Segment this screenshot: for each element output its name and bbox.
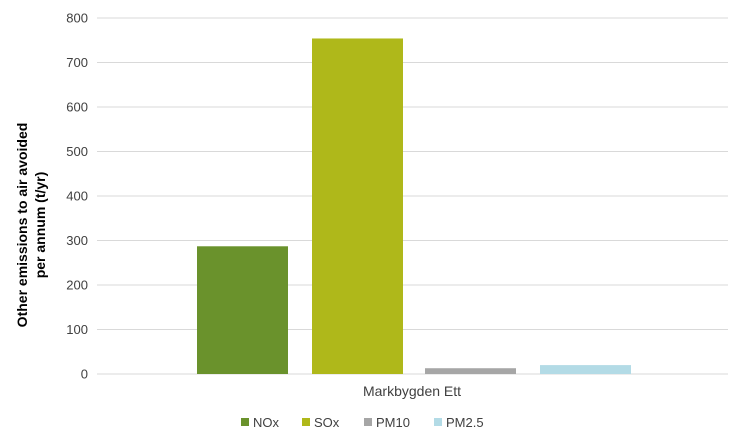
y-tick-label: 700 <box>66 55 88 70</box>
y-axis-title-line: per annum (t/yr) <box>32 172 48 279</box>
y-tick-label: 600 <box>66 100 88 115</box>
legend-swatch <box>434 418 442 426</box>
y-axis-title-line: Other emissions to air avoided <box>14 123 30 328</box>
y-tick-label: 500 <box>66 144 88 159</box>
legend-swatch <box>364 418 372 426</box>
gridlines <box>97 17 728 375</box>
y-axis-title: Other emissions to air avoided per annum … <box>14 123 48 328</box>
bar-pm10 <box>425 368 516 374</box>
bar-nox <box>197 246 288 374</box>
bars <box>197 38 631 374</box>
legend-label: SOx <box>314 415 340 429</box>
y-tick-label: 200 <box>66 278 88 293</box>
y-tick-label: 300 <box>66 233 88 248</box>
legend-label: PM2.5 <box>446 415 484 429</box>
bar-pm25 <box>540 365 631 374</box>
bar-sox <box>312 38 403 374</box>
y-axis-ticks: 0 100 200 300 400 500 600 700 800 <box>66 11 88 382</box>
y-tick-label: 100 <box>66 322 88 337</box>
legend-label: PM10 <box>376 415 410 429</box>
x-axis-categories: Markbygden Ett <box>363 383 461 399</box>
y-tick-label: 800 <box>66 11 88 26</box>
y-tick-label: 0 <box>81 367 88 382</box>
x-category-label: Markbygden Ett <box>363 383 461 399</box>
legend: NOx SOx PM10 PM2.5 <box>241 415 484 429</box>
legend-swatch <box>241 418 249 426</box>
legend-label: NOx <box>253 415 280 429</box>
y-tick-label: 400 <box>66 189 88 204</box>
legend-swatch <box>302 418 310 426</box>
